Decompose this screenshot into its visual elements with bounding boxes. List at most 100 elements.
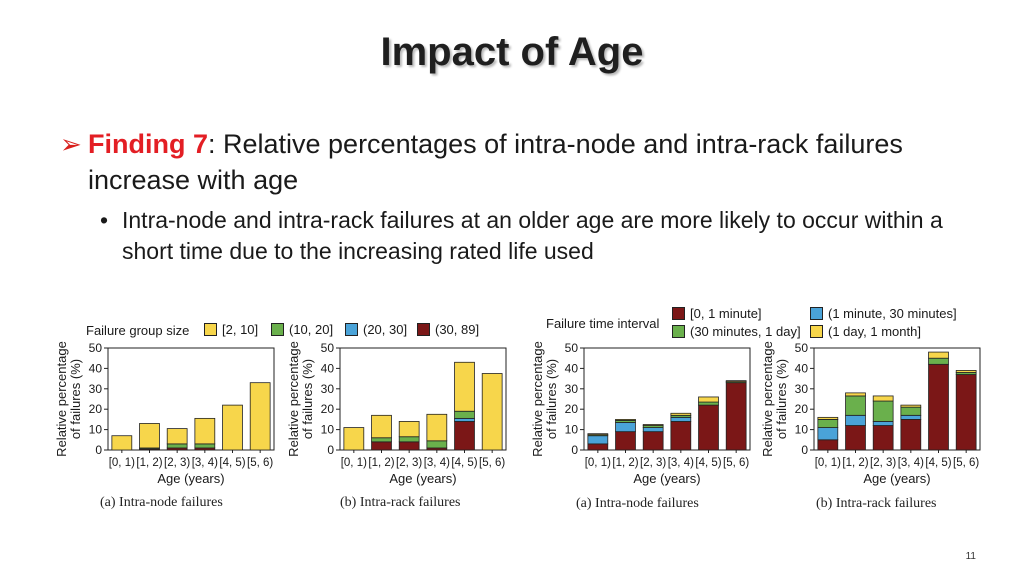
y-tick-label: 50 bbox=[89, 341, 103, 355]
bar-segment bbox=[872, 395, 894, 402]
legend-swatch bbox=[672, 307, 685, 320]
legend-title: Failure time interval bbox=[546, 316, 660, 331]
legend-item: (10, 20] bbox=[271, 322, 333, 337]
bar-segment bbox=[587, 443, 609, 451]
legend-item: [2, 10] bbox=[204, 322, 258, 337]
x-tick-label: [5, 6) bbox=[479, 457, 505, 469]
y-tick-label: 10 bbox=[321, 423, 335, 437]
y-tick-label: 40 bbox=[565, 361, 579, 375]
bar-segment bbox=[454, 410, 475, 419]
bar-segment bbox=[111, 435, 133, 451]
x-tick-label: [1, 2) bbox=[842, 457, 868, 469]
y-tick-label: 10 bbox=[89, 423, 103, 437]
legend-swatch bbox=[417, 323, 430, 336]
y-tick-label: 50 bbox=[795, 341, 809, 355]
bar-segment bbox=[845, 392, 866, 397]
bar-segment bbox=[817, 427, 839, 441]
x-tick-label: [3, 4) bbox=[424, 457, 450, 469]
bar-segment bbox=[166, 443, 188, 449]
legend-label: (10, 20] bbox=[289, 322, 334, 337]
bar-segment bbox=[670, 412, 692, 416]
slide-title: Impact of Age bbox=[380, 30, 644, 74]
bar-segment bbox=[900, 419, 922, 451]
x-axis-label: Age (years) bbox=[157, 471, 224, 486]
legend-item: [0, 1 minute] bbox=[672, 306, 762, 321]
x-tick-label: [2, 3) bbox=[396, 457, 422, 469]
chart-caption: (a) Intra-node failures bbox=[576, 496, 699, 511]
chart-group-size-intra-node: 0 10 20 30 40 50 Relative percentageof failure… bbox=[54, 341, 275, 486]
legend-swatch bbox=[672, 325, 685, 338]
bar-segment bbox=[845, 395, 866, 416]
x-tick-label: [5, 6) bbox=[723, 457, 749, 469]
x-tick-label: [2, 3) bbox=[164, 457, 190, 469]
x-tick-label: [4, 5) bbox=[451, 457, 477, 469]
y-tick-label: 20 bbox=[795, 402, 809, 416]
chart-caption: (b) Intra-rack failures bbox=[816, 496, 937, 511]
x-tick-label: [5, 6) bbox=[247, 457, 273, 469]
chart-time-interval-intra-node: 0 10 20 30 40 50 Relative percentageof failure… bbox=[530, 341, 751, 486]
plot-frame bbox=[583, 347, 751, 451]
sub-bullet-text: Intra-node and intra-rack failures at an… bbox=[122, 207, 943, 264]
legend-swatch bbox=[810, 307, 823, 320]
bar-segment bbox=[371, 441, 392, 451]
bar-segment bbox=[615, 419, 636, 421]
finding-text: Finding 7: Relative percentages of intra… bbox=[88, 126, 960, 198]
x-tick-label: [0, 1) bbox=[341, 457, 367, 469]
x-tick-label: [0, 1) bbox=[815, 457, 841, 469]
y-tick-label: 10 bbox=[565, 423, 579, 437]
bar-segment bbox=[371, 437, 392, 443]
bar-segment bbox=[166, 428, 188, 445]
x-tick-label: [3, 4) bbox=[192, 457, 218, 469]
x-tick-label: [3, 4) bbox=[668, 457, 694, 469]
bar-segment bbox=[194, 443, 216, 449]
bar-segment bbox=[454, 421, 475, 451]
x-tick-label: [4, 5) bbox=[925, 457, 951, 469]
bar-segment bbox=[955, 370, 977, 373]
legend-label: (30 minutes, 1 day] bbox=[690, 324, 801, 339]
y-tick-label: 20 bbox=[321, 402, 335, 416]
plot-frame bbox=[107, 347, 275, 451]
legend-time-interval: Failure time interval [0, 1 minute] (1 m… bbox=[546, 306, 976, 342]
legend-label: [2, 10] bbox=[222, 322, 259, 337]
x-tick-label: [1, 2) bbox=[136, 457, 162, 469]
bar-segment bbox=[725, 380, 747, 383]
y-tick-label: 30 bbox=[795, 382, 809, 396]
bar-segment bbox=[900, 406, 922, 416]
bar-segment bbox=[249, 382, 271, 451]
y-tick-label: 0 bbox=[801, 443, 808, 457]
plot-frame bbox=[339, 347, 507, 451]
bar-segment bbox=[398, 436, 420, 443]
y-tick-label: 10 bbox=[795, 423, 809, 437]
bar-segment bbox=[615, 431, 636, 451]
legend-label: (20, 30] bbox=[363, 322, 408, 337]
legend-item: (1 minute, 30 minutes] bbox=[810, 306, 957, 321]
bar-segment bbox=[481, 373, 503, 451]
legend-item: (1 day, 1 month] bbox=[810, 324, 921, 339]
x-tick-label: [2, 3) bbox=[640, 457, 666, 469]
bar-segment bbox=[900, 414, 922, 420]
x-tick-label: [4, 5) bbox=[695, 457, 721, 469]
x-tick-label: [3, 4) bbox=[898, 457, 924, 469]
bar-segment bbox=[343, 427, 365, 451]
y-axis-label: Relative percentageof failures (%) bbox=[286, 341, 315, 457]
x-tick-label: [1, 2) bbox=[612, 457, 638, 469]
bar-segment bbox=[872, 400, 894, 422]
y-axis-label: Relative percentageof failures (%) bbox=[530, 341, 559, 457]
bar-segment bbox=[670, 416, 692, 422]
x-tick-label: [0, 1) bbox=[585, 457, 611, 469]
x-tick-label: [5, 6) bbox=[953, 457, 979, 469]
bar-segment bbox=[642, 424, 664, 426]
x-tick-label: [0, 1) bbox=[109, 457, 135, 469]
legend-title: Failure group size bbox=[86, 323, 190, 338]
y-tick-label: 0 bbox=[95, 443, 102, 457]
x-tick-label: [4, 5) bbox=[219, 457, 245, 469]
x-tick-label: [1, 2) bbox=[368, 457, 394, 469]
bar-segment bbox=[698, 401, 719, 406]
finding-body: : Relative percentages of intra-node and… bbox=[88, 129, 903, 195]
y-tick-label: 50 bbox=[565, 341, 579, 355]
legend-item: (30, 89] bbox=[417, 322, 479, 337]
y-tick-label: 50 bbox=[321, 341, 335, 355]
dot-bullet-icon: • bbox=[100, 207, 109, 233]
bar-segment bbox=[872, 421, 894, 426]
bar-segment bbox=[845, 414, 866, 426]
